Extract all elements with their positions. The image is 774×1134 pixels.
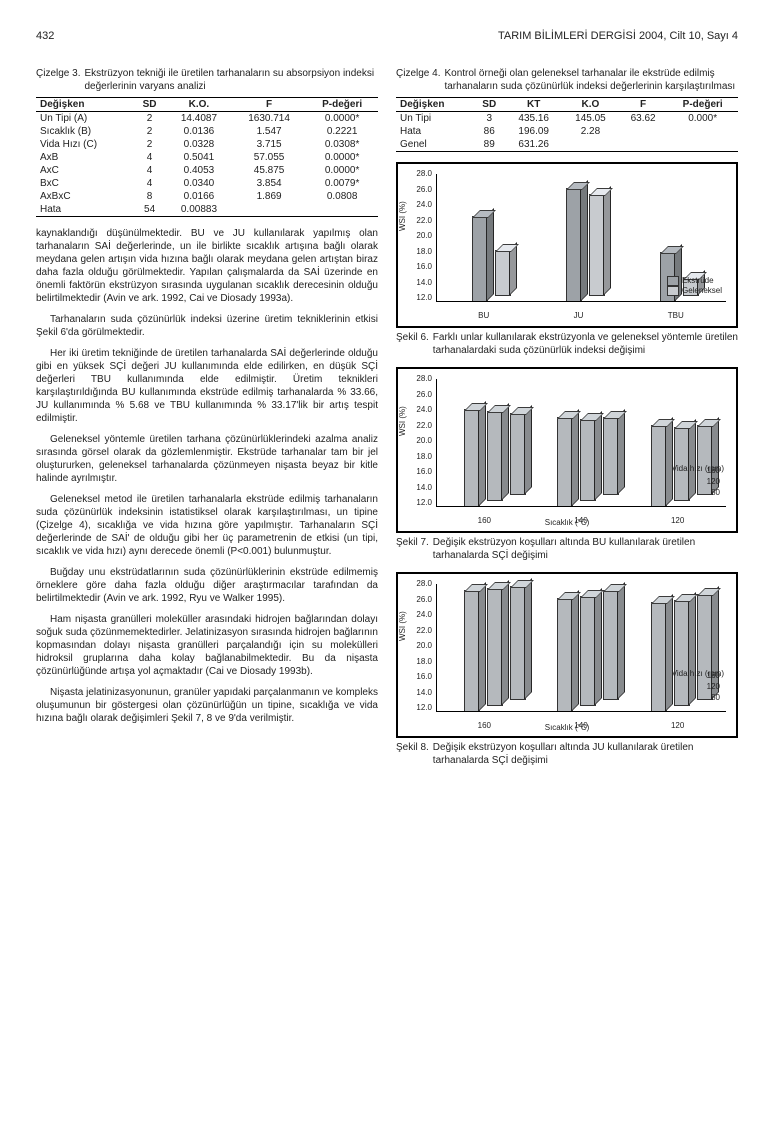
- col-header: SD: [473, 98, 505, 112]
- fig8-ylabel: WSI (%): [398, 611, 407, 641]
- para-8: Nişasta jelatinizasyonunun, granüler yap…: [36, 686, 378, 725]
- figure-6: 28.026.024.022.020.018.016.014.012.0 WSI…: [396, 162, 738, 328]
- para-3: Her iki üretim tekniğinde de üretilen ta…: [36, 347, 378, 425]
- figure-6-caption: Şekil 6. Farklı unlar kullanılarak ekstr…: [396, 332, 738, 357]
- table4: DeğişkenSDKTK.OFP-değeri Un Tipi3435.161…: [396, 97, 738, 152]
- table-row: AxC40.405345.8750.0000*: [36, 164, 378, 177]
- col-header: P-değeri: [306, 98, 378, 112]
- table-row: Genel89631.26: [396, 138, 738, 152]
- table-row: AxBxC80.01661.8690.0808: [36, 190, 378, 203]
- fig6-ylabel: WSI (%): [398, 201, 407, 231]
- figure-7: 28.026.024.022.020.018.016.014.012.0 WSI…: [396, 367, 738, 533]
- fig8-caption-num: Şekil 8.: [396, 742, 429, 767]
- table3-caption-num: Çizelge 3.: [36, 68, 80, 93]
- table-row: Hata86196.092.28: [396, 125, 738, 138]
- para-2: Tarhanaların suda çözünürlük indeksi üze…: [36, 313, 378, 339]
- table4-caption-num: Çizelge 4.: [396, 68, 440, 93]
- col-header: Değişken: [396, 98, 473, 112]
- para-6: Buğday unu ekstrüdatlarının suda çözünür…: [36, 566, 378, 605]
- fig8-xlabel: Sıcaklık (°C): [545, 723, 590, 732]
- table-row: BxC40.03403.8540.0079*: [36, 177, 378, 190]
- para-7: Ham nişasta granülleri moleküller arasın…: [36, 613, 378, 678]
- page-header: 432 TARIM BİLİMLERİ DERGİSİ 2004, Cilt 1…: [36, 30, 738, 42]
- table-row: Un Tipi3435.16145.0563.620.000*: [396, 112, 738, 126]
- table3: DeğişkenSDK.O.FP-değeri Un Tipi (A)214.4…: [36, 97, 378, 217]
- col-header: K.O.: [166, 98, 232, 112]
- page-number: 432: [36, 30, 54, 42]
- fig8-depthlabel: Vida hızı (rpm): [672, 669, 724, 678]
- table4-caption: Çizelge 4. Kontrol örneği olan gelenekse…: [396, 68, 738, 93]
- col-header: F: [232, 98, 306, 112]
- table4-caption-text: Kontrol örneği olan geleneksel tarhanala…: [444, 68, 738, 93]
- fig7-xlabel: Sıcaklık (°C): [545, 518, 590, 527]
- col-header: F: [619, 98, 668, 112]
- figure-8-caption: Şekil 8. Değişik ekstrüzyon koşulları al…: [396, 742, 738, 767]
- journal-title: TARIM BİLİMLERİ DERGİSİ 2004, Cilt 10, S…: [498, 30, 738, 42]
- fig6-caption-text: Farklı unlar kullanılarak ekstrüzyonla v…: [433, 332, 738, 357]
- col-header: Değişken: [36, 98, 133, 112]
- col-header: SD: [133, 98, 166, 112]
- col-header: KT: [505, 98, 562, 112]
- table3-caption: Çizelge 3. Ekstrüzyon tekniği ile üretil…: [36, 68, 378, 93]
- para-5: Geleneksel metod ile üretilen tarhanalar…: [36, 493, 378, 558]
- table-row: AxB40.504157.0550.0000*: [36, 151, 378, 164]
- para-1: kaynaklandığı düşünülmektedir. BU ve JU …: [36, 227, 378, 305]
- col-header: P-değeri: [667, 98, 738, 112]
- fig7-depthlabel: Vida hızı (rpm): [672, 464, 724, 473]
- para-4: Geleneksel yöntemle üretilen tarhana çöz…: [36, 433, 378, 485]
- left-column: Çizelge 3. Ekstrüzyon tekniği ile üretil…: [36, 68, 378, 777]
- figure-7-caption: Şekil 7. Değişik ekstrüzyon koşulları al…: [396, 537, 738, 562]
- col-header: K.O: [562, 98, 619, 112]
- table-row: Hata540.00883: [36, 203, 378, 217]
- table3-caption-text: Ekstrüzyon tekniği ile üretilen tarhanal…: [84, 68, 378, 93]
- fig7-caption-text: Değişik ekstrüzyon koşulları altında BU …: [433, 537, 738, 562]
- table-row: Vida Hızı (C)20.03283.7150.0308*: [36, 138, 378, 151]
- fig7-caption-num: Şekil 7.: [396, 537, 429, 562]
- fig6-caption-num: Şekil 6.: [396, 332, 429, 357]
- figure-8: 28.026.024.022.020.018.016.014.012.0 WSI…: [396, 572, 738, 738]
- table-row: Un Tipi (A)214.40871630.7140.0000*: [36, 112, 378, 126]
- right-column: Çizelge 4. Kontrol örneği olan gelenekse…: [396, 68, 738, 777]
- fig8-caption-text: Değişik ekstrüzyon koşulları altında JU …: [433, 742, 738, 767]
- table-row: Sıcaklık (B)20.01361.5470.2221: [36, 125, 378, 138]
- fig7-ylabel: WSI (%): [398, 406, 407, 436]
